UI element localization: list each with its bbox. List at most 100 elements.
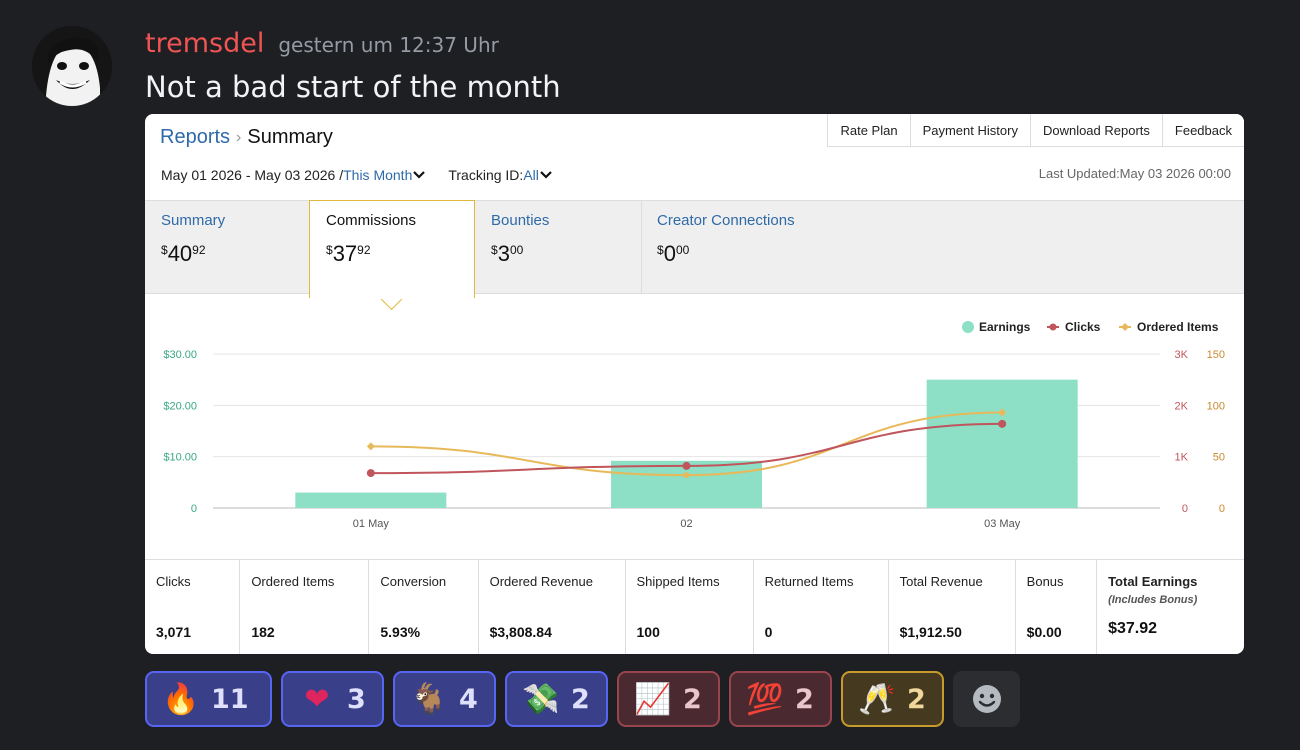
ordered-items-point [998, 408, 1007, 417]
hundred-points-emoji-icon: 💯 [746, 681, 784, 717]
tab-label: Commissions [326, 212, 417, 229]
y-right-clicks-tick-label: 0 [1182, 503, 1188, 515]
tab-label: Creator Connections [657, 212, 795, 229]
stat-total-revenue: Total Revenue $1,912.50 [889, 560, 1016, 654]
stats-row: Clicks 3,071 Ordered Items 182 Conversion 5… [145, 559, 1244, 654]
clicks-point [998, 419, 1007, 428]
reaction-count: 4 [459, 683, 478, 715]
tab-value: $4092 [161, 241, 206, 266]
feedback-button[interactable]: Feedback [1162, 114, 1244, 146]
y-right-items-tick-label: 150 [1207, 349, 1225, 361]
ordered-items-point [683, 472, 690, 479]
goat-emoji-icon: 🐐 [410, 681, 448, 717]
tracking-id-label: Tracking ID: [448, 167, 524, 183]
add-reaction-button[interactable] [953, 671, 1020, 727]
download-reports-button[interactable]: Download Reports [1030, 114, 1163, 146]
breadcrumb-separator: › [236, 128, 242, 146]
report-screenshot[interactable]: Reports › Summary Rate Plan Payment Hist… [145, 114, 1244, 654]
stat-shipped-items: Shipped Items 100 [626, 560, 754, 654]
reaction-count: 3 [347, 683, 366, 715]
tab-label: Bounties [491, 212, 550, 229]
reaction-bar: 🔥 11 ❤ 3 🐐 4 💸 2 📈 2 💯 2 🥂 2 [145, 671, 1020, 727]
earnings-bar [295, 492, 447, 508]
earnings-chart: 0 $10.00 $20.00 $30.00 0 1K 2K 3K 0 50 100 150 01 Ma… [145, 294, 1244, 559]
reaction-money-with-wings[interactable]: 💸 2 [505, 671, 608, 727]
tab-creator-connections[interactable]: Creator Connections $000 [641, 201, 841, 293]
legend-ordered-items-marker [1121, 323, 1129, 331]
tab-label: Summary [161, 212, 226, 229]
legend-clicks-label: Clicks [1065, 320, 1101, 334]
reaction-count: 11 [211, 683, 249, 715]
stat-returned-items: Returned Items 0 [754, 560, 889, 654]
y-right-clicks-tick-label: 1K [1175, 452, 1189, 464]
chevron-down-icon[interactable] [412, 170, 426, 180]
report-toolbar: Rate Plan Payment History Download Repor… [827, 114, 1244, 147]
y-left-tick-label: 0 [191, 503, 197, 515]
avatar-image [32, 26, 112, 106]
reaction-chart-increasing[interactable]: 📈 2 [617, 671, 720, 727]
y-left-tick-label: $30.00 [163, 349, 197, 361]
reaction-goat[interactable]: 🐐 4 [393, 671, 496, 727]
stat-clicks: Clicks 3,071 [145, 560, 241, 654]
breadcrumb: Reports › Summary [160, 126, 333, 149]
money-with-wings-emoji-icon: 💸 [522, 681, 560, 717]
stat-conversion: Conversion 5.93% [369, 560, 479, 654]
avatar[interactable] [32, 26, 112, 106]
legend-ordered-items-label: Ordered Items [1137, 320, 1219, 334]
clicks-point [682, 461, 691, 470]
heart-emoji-icon: ❤ [304, 681, 330, 717]
tab-summary[interactable]: Summary $4092 [145, 201, 309, 293]
reaction-count: 2 [795, 683, 814, 715]
reaction-clinking-glasses[interactable]: 🥂 2 [841, 671, 944, 727]
smiley-add-reaction-icon [972, 685, 1001, 713]
y-right-items-tick-label: 50 [1213, 452, 1225, 464]
payment-history-button[interactable]: Payment History [910, 114, 1031, 146]
stat-ordered-items: Ordered Items 182 [240, 560, 370, 654]
date-range: May 01 2026 - May 03 2026 / [161, 167, 344, 183]
x-tick-label: 02 [680, 518, 692, 530]
clicks-point [366, 469, 375, 478]
tab-value: $000 [657, 241, 690, 266]
legend-earnings-label: Earnings [979, 320, 1031, 334]
stat-ordered-revenue: Ordered Revenue $3,808.84 [479, 560, 626, 654]
reaction-hundred-points[interactable]: 💯 2 [729, 671, 832, 727]
y-right-clicks-tick-label: 2K [1175, 400, 1189, 412]
chart-canvas: 0 $10.00 $20.00 $30.00 0 1K 2K 3K 0 50 100 150 01 Ma… [163, 320, 1225, 530]
y-right-items-tick-label: 0 [1219, 503, 1225, 515]
chart-increasing-emoji-icon: 📈 [634, 681, 672, 717]
rate-plan-button[interactable]: Rate Plan [828, 114, 911, 146]
legend-clicks-marker [1049, 323, 1057, 331]
x-tick-label: 01 May [353, 518, 390, 530]
y-right-clicks-tick-label: 3K [1175, 349, 1189, 361]
reaction-fire[interactable]: 🔥 11 [145, 671, 272, 727]
reaction-heart[interactable]: ❤ 3 [281, 671, 384, 727]
fire-emoji-icon: 🔥 [162, 681, 200, 717]
message-text: Not a bad start of the month [145, 70, 561, 104]
earnings-bar [926, 379, 1078, 508]
tab-value: $3792 [326, 241, 371, 266]
legend-earnings-marker [962, 321, 974, 333]
tab-bounties[interactable]: Bounties $300 [475, 201, 642, 293]
tab-commissions[interactable]: Commissions $3792 [309, 200, 475, 298]
reaction-count: 2 [571, 683, 590, 715]
last-updated: Last Updated:May 03 2026 00:00 [1038, 166, 1231, 181]
message-timestamp[interactable]: gestern um 12:37 Uhr [278, 33, 499, 57]
chevron-down-icon[interactable] [539, 170, 553, 180]
tracking-id-dropdown[interactable]: All [523, 167, 539, 183]
stat-bonus: Bonus $0.00 [1016, 560, 1098, 654]
reaction-count: 2 [907, 683, 926, 715]
report-filters: May 01 2026 - May 03 2026 / This Month T… [161, 167, 553, 183]
earnings-tabs: Summary $4092 Commissions $3792 Bounties… [145, 200, 1244, 298]
breadcrumb-reports[interactable]: Reports [160, 126, 231, 148]
period-dropdown[interactable]: This Month [343, 167, 413, 183]
page-title: Summary [247, 126, 333, 148]
y-left-tick-label: $20.00 [163, 400, 197, 412]
reaction-count: 2 [683, 683, 702, 715]
y-right-items-tick-label: 100 [1207, 400, 1225, 412]
stat-total-earnings: Total Earnings (Includes Bonus) $37.92 [1108, 574, 1198, 637]
author-name[interactable]: tremsdel [145, 28, 265, 59]
message-header: tremsdel gestern um 12:37 Uhr [145, 28, 499, 62]
y-left-tick-label: $10.00 [163, 452, 197, 464]
x-tick-label: 03 May [984, 518, 1021, 530]
clinking-glasses-emoji-icon: 🥂 [858, 681, 896, 717]
